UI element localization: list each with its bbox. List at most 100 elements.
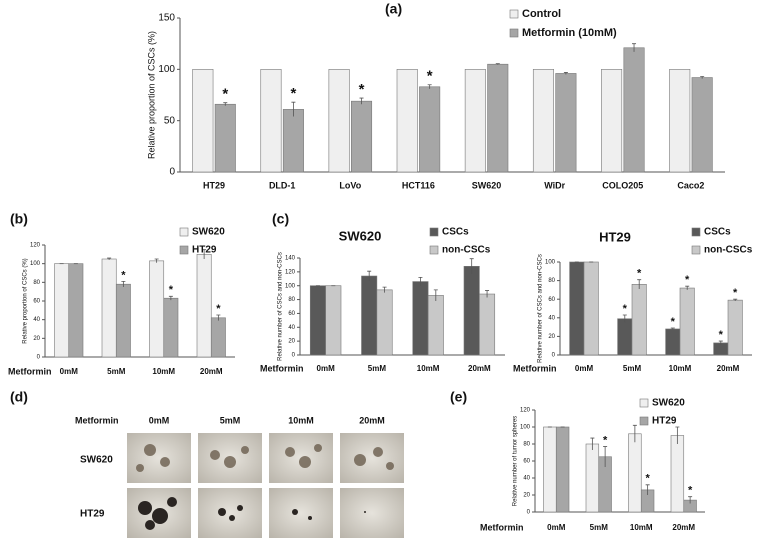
y-tick-label: 150 bbox=[158, 13, 175, 24]
x-tick-label: 5mM bbox=[368, 364, 387, 373]
significance-mark: * bbox=[719, 329, 724, 341]
x-tick-label: 5mM bbox=[623, 364, 642, 373]
x-tick-label: HT29 bbox=[203, 180, 225, 190]
x-tick-label: 10mM bbox=[669, 364, 692, 373]
bar bbox=[569, 261, 585, 356]
y-tick-label: 40 bbox=[523, 476, 530, 482]
error-bar bbox=[590, 437, 595, 450]
x-tick-label: 0mM bbox=[317, 364, 336, 373]
micrograph bbox=[127, 433, 191, 483]
micrograph bbox=[340, 488, 404, 538]
error-bar bbox=[367, 270, 372, 281]
y-tick-label: 40 bbox=[33, 317, 40, 323]
y-tick-label: 120 bbox=[520, 408, 531, 414]
panel-label: (e) bbox=[450, 389, 467, 405]
significance-mark: * bbox=[427, 68, 433, 85]
legend-label: HT29 bbox=[652, 416, 677, 427]
y-tick-label: 140 bbox=[285, 256, 296, 262]
y-tick-label: 60 bbox=[548, 297, 555, 303]
error-bar bbox=[107, 257, 112, 260]
legend-swatch bbox=[179, 227, 189, 237]
column-label: 20mM bbox=[359, 415, 385, 425]
y-tick-label: 120 bbox=[285, 269, 296, 275]
bar bbox=[585, 443, 600, 513]
chart-title: SW620 bbox=[339, 228, 382, 243]
y-tick-label: 50 bbox=[164, 115, 176, 126]
bar bbox=[68, 263, 84, 358]
bar bbox=[196, 254, 212, 358]
y-tick-label: 80 bbox=[523, 442, 530, 448]
x-tick-label: 0mM bbox=[60, 367, 79, 376]
error-bar bbox=[632, 424, 637, 443]
bar bbox=[628, 433, 642, 513]
legend-label: SW620 bbox=[652, 398, 685, 409]
bar bbox=[543, 426, 557, 513]
bar bbox=[54, 263, 70, 358]
spheres bbox=[138, 497, 366, 530]
bar bbox=[149, 260, 165, 358]
y-tick-label: 60 bbox=[288, 311, 295, 317]
legend-label: SW620 bbox=[192, 227, 225, 238]
bar bbox=[260, 69, 282, 173]
bar bbox=[555, 73, 577, 173]
legend-label: CSCs bbox=[442, 227, 469, 238]
bar bbox=[679, 287, 695, 356]
bar bbox=[163, 297, 179, 358]
bar bbox=[396, 69, 418, 173]
legend-label: HT29 bbox=[192, 245, 217, 256]
x-tick-label: 0mM bbox=[547, 523, 566, 532]
bar bbox=[419, 86, 441, 173]
micrograph-panel: (d) Metformin 0mM 5mM 10mM 20mM SW620 HT… bbox=[10, 389, 404, 538]
bar bbox=[464, 69, 486, 173]
x-tick-label: 20mM bbox=[717, 364, 740, 373]
x-tick-label: COLO205 bbox=[602, 180, 643, 190]
bar bbox=[487, 63, 509, 173]
y-tick-label: 80 bbox=[33, 280, 40, 286]
y-tick-label: 20 bbox=[523, 493, 530, 499]
y-tick-label: 0 bbox=[169, 167, 175, 178]
bar bbox=[555, 426, 570, 513]
legend-swatch bbox=[639, 416, 649, 426]
bar bbox=[631, 284, 647, 356]
row-label: SW620 bbox=[80, 455, 113, 466]
y-tick-label: 40 bbox=[548, 315, 555, 321]
significance-mark: * bbox=[603, 434, 608, 446]
panel-label: (d) bbox=[10, 389, 28, 405]
chart: (b) 0 20 40 60 80 100 120 Relative proportion of… bbox=[8, 211, 235, 376]
legend-label: Control bbox=[522, 8, 561, 20]
significance-mark: * bbox=[645, 473, 650, 485]
y-tick-label: 100 bbox=[285, 283, 296, 289]
y-tick-label: 0 bbox=[292, 353, 296, 359]
y-tick-label: 20 bbox=[548, 334, 555, 340]
error-bar bbox=[168, 295, 173, 301]
column-label: 5mM bbox=[220, 415, 241, 425]
error-bar bbox=[495, 63, 500, 65]
bar bbox=[669, 69, 691, 173]
x-tick-label: 20mM bbox=[468, 364, 491, 373]
bar bbox=[101, 258, 117, 358]
row-title: Metformin bbox=[75, 415, 119, 425]
error-bar bbox=[433, 289, 438, 301]
x-tick-label: WiDr bbox=[544, 180, 565, 190]
bar bbox=[115, 283, 131, 358]
bar bbox=[210, 317, 226, 358]
significance-mark: * bbox=[222, 86, 228, 103]
bar bbox=[328, 69, 350, 173]
error-bar bbox=[718, 340, 723, 345]
panel-label: (b) bbox=[10, 211, 28, 227]
legend-label: non-CSCs bbox=[704, 245, 753, 256]
error-bar bbox=[382, 286, 387, 293]
error-bar bbox=[637, 279, 642, 289]
bar bbox=[463, 266, 480, 356]
error-bar bbox=[202, 249, 207, 259]
x-tick-label: 5mM bbox=[590, 523, 609, 532]
y-tick-label: 0 bbox=[527, 510, 531, 516]
x-tick-label: 10mM bbox=[417, 364, 440, 373]
bar bbox=[691, 77, 713, 173]
error-bar bbox=[418, 277, 423, 286]
y-axis-label: Relative proportion of CSCs (%) bbox=[146, 31, 156, 159]
bar bbox=[361, 275, 378, 356]
x-tick-label: DLD-1 bbox=[269, 180, 296, 190]
